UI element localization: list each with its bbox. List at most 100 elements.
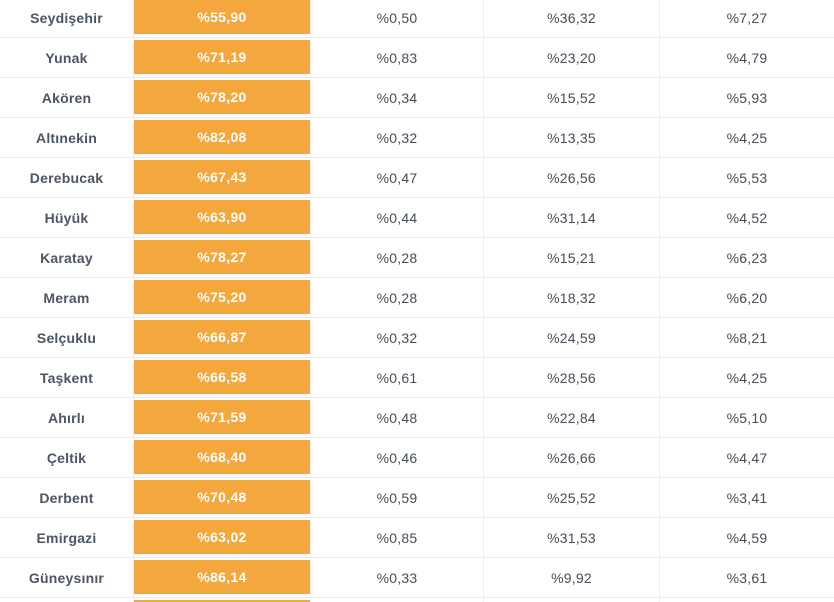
value-cell-2: %0,32 <box>310 118 483 157</box>
table-row: Akören %78,20 %0,34 %15,52 %5,93 <box>0 78 834 118</box>
district-name: Güneysınır <box>0 558 134 597</box>
value-cell-3: %31,53 <box>483 518 659 557</box>
value-cell-4: %3,61 <box>659 558 834 597</box>
value-cell-2: %0,50 <box>310 0 483 37</box>
value-cell-2: %0,48 <box>310 398 483 437</box>
district-name: Karatay <box>0 238 134 277</box>
highlight-cell: %78,27 <box>134 238 310 277</box>
district-name: Hüyük <box>0 198 134 237</box>
highlight-value: %86,14 <box>134 560 310 594</box>
value-cell-2: %0,33 <box>310 558 483 597</box>
value-cell-4: %5,93 <box>659 78 834 117</box>
highlight-value: %71,59 <box>134 400 310 434</box>
table-row: Yunak %71,19 %0,83 %23,20 %4,79 <box>0 38 834 78</box>
highlight-value: %63,90 <box>134 200 310 234</box>
value-cell-2 <box>310 598 483 602</box>
highlight-value: %70,48 <box>134 480 310 514</box>
table-row: Selçuklu %66,87 %0,32 %24,59 %8,21 <box>0 318 834 358</box>
highlight-cell: %82,08 <box>134 118 310 157</box>
table-row: Hüyük %63,90 %0,44 %31,14 %4,52 <box>0 198 834 238</box>
highlight-value: %78,27 <box>134 240 310 274</box>
table-row: Güneysınır %86,14 %0,33 %9,92 %3,61 <box>0 558 834 598</box>
value-cell-2: %0,47 <box>310 158 483 197</box>
highlight-value: %71,19 <box>134 40 310 74</box>
district-name: Derebucak <box>0 158 134 197</box>
value-cell-2: %0,34 <box>310 78 483 117</box>
value-cell-3 <box>483 598 659 602</box>
highlight-cell: %67,43 <box>134 158 310 197</box>
value-cell-3: %28,56 <box>483 358 659 397</box>
value-cell-4 <box>659 598 834 602</box>
value-cell-4: %4,79 <box>659 38 834 77</box>
highlight-value: %66,87 <box>134 320 310 354</box>
value-cell-4: %4,47 <box>659 438 834 477</box>
table-row: Emirgazi %63,02 %0,85 %31,53 %4,59 <box>0 518 834 558</box>
table-row: Çeltik %68,40 %0,46 %26,66 %4,47 <box>0 438 834 478</box>
table-row: Karatay %78,27 %0,28 %15,21 %6,23 <box>0 238 834 278</box>
value-cell-3: %13,35 <box>483 118 659 157</box>
value-cell-2: %0,46 <box>310 438 483 477</box>
value-cell-3: %9,92 <box>483 558 659 597</box>
value-cell-3: %26,66 <box>483 438 659 477</box>
table-row: Ahırlı %71,59 %0,48 %22,84 %5,10 <box>0 398 834 438</box>
highlight-value: %67,43 <box>134 160 310 194</box>
value-cell-4: %8,21 <box>659 318 834 357</box>
district-name: Seydişehir <box>0 0 134 37</box>
highlight-value: %78,20 <box>134 80 310 114</box>
value-cell-2: %0,61 <box>310 358 483 397</box>
highlight-cell: %63,90 <box>134 198 310 237</box>
district-name: Yunak <box>0 38 134 77</box>
highlight-value: %63,02 <box>134 520 310 554</box>
table-row: Altınekin %82,08 %0,32 %13,35 %4,25 <box>0 118 834 158</box>
value-cell-2: %0,59 <box>310 478 483 517</box>
value-cell-3: %22,84 <box>483 398 659 437</box>
highlight-value: %68,40 <box>134 440 310 474</box>
district-name: Derbent <box>0 478 134 517</box>
highlight-value: %75,20 <box>134 280 310 314</box>
value-cell-3: %24,59 <box>483 318 659 357</box>
table-row: Seydişehir %55,90 %0,50 %36,32 %7,27 <box>0 0 834 38</box>
table-row: Meram %75,20 %0,28 %18,32 %6,20 <box>0 278 834 318</box>
value-cell-3: %26,56 <box>483 158 659 197</box>
value-cell-3: %15,52 <box>483 78 659 117</box>
value-cell-3: %18,32 <box>483 278 659 317</box>
table-row-partial <box>0 598 834 602</box>
value-cell-2: %0,28 <box>310 278 483 317</box>
highlight-cell: %75,20 <box>134 278 310 317</box>
value-cell-3: %31,14 <box>483 198 659 237</box>
highlight-value <box>134 600 310 602</box>
highlight-value: %55,90 <box>134 0 310 34</box>
highlight-value: %82,08 <box>134 120 310 154</box>
district-name: Selçuklu <box>0 318 134 357</box>
highlight-cell: %68,40 <box>134 438 310 477</box>
highlight-value: %66,58 <box>134 360 310 394</box>
value-cell-3: %36,32 <box>483 0 659 37</box>
table-row: Taşkent %66,58 %0,61 %28,56 %4,25 <box>0 358 834 398</box>
district-name <box>0 598 134 602</box>
value-cell-2: %0,83 <box>310 38 483 77</box>
district-name: Meram <box>0 278 134 317</box>
highlight-cell: %71,59 <box>134 398 310 437</box>
district-name: Emirgazi <box>0 518 134 557</box>
district-name: Çeltik <box>0 438 134 477</box>
value-cell-4: %6,20 <box>659 278 834 317</box>
value-cell-4: %7,27 <box>659 0 834 37</box>
value-cell-4: %4,52 <box>659 198 834 237</box>
value-cell-3: %25,52 <box>483 478 659 517</box>
district-name: Akören <box>0 78 134 117</box>
value-cell-2: %0,85 <box>310 518 483 557</box>
value-cell-4: %3,41 <box>659 478 834 517</box>
value-cell-3: %23,20 <box>483 38 659 77</box>
value-cell-2: %0,28 <box>310 238 483 277</box>
highlight-cell: %55,90 <box>134 0 310 37</box>
value-cell-2: %0,44 <box>310 198 483 237</box>
highlight-cell: %66,87 <box>134 318 310 357</box>
highlight-cell <box>134 598 310 602</box>
value-cell-4: %4,25 <box>659 118 834 157</box>
highlight-cell: %86,14 <box>134 558 310 597</box>
highlight-cell: %63,02 <box>134 518 310 557</box>
highlight-cell: %78,20 <box>134 78 310 117</box>
value-cell-4: %6,23 <box>659 238 834 277</box>
